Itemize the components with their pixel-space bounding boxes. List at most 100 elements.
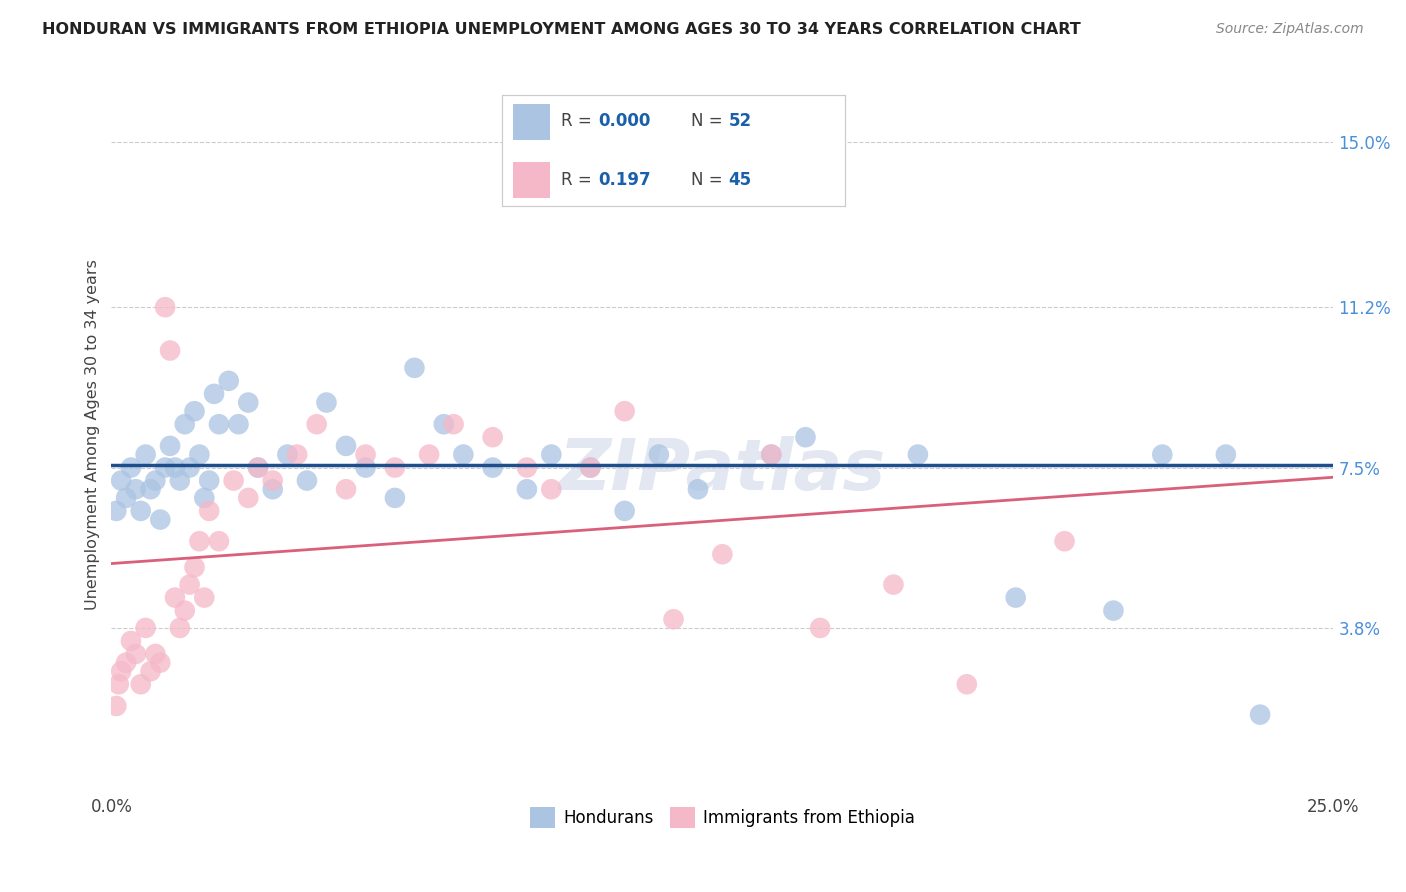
Point <box>179 460 201 475</box>
Point <box>453 448 475 462</box>
Point <box>481 430 503 444</box>
Point <box>295 474 318 488</box>
Point <box>808 621 831 635</box>
Point <box>179 577 201 591</box>
Point <box>135 621 157 635</box>
Point <box>404 360 426 375</box>
Point <box>262 482 284 496</box>
Point <box>107 677 129 691</box>
Point <box>285 448 308 462</box>
Point <box>135 448 157 462</box>
Point <box>125 647 148 661</box>
Point <box>1152 448 1174 462</box>
Point <box>208 534 231 549</box>
Point <box>882 577 904 591</box>
Point <box>105 504 128 518</box>
Point <box>125 482 148 496</box>
Point <box>1215 448 1237 462</box>
Point <box>222 474 245 488</box>
Point <box>443 417 465 432</box>
Point <box>238 395 260 409</box>
Point <box>208 417 231 432</box>
Point <box>110 665 132 679</box>
Point <box>183 560 205 574</box>
Point <box>761 448 783 462</box>
Point <box>149 656 172 670</box>
Point <box>1004 591 1026 605</box>
Point <box>1102 604 1125 618</box>
Point <box>169 474 191 488</box>
Text: Source: ZipAtlas.com: Source: ZipAtlas.com <box>1216 22 1364 37</box>
Point <box>305 417 328 432</box>
Point <box>159 343 181 358</box>
Y-axis label: Unemployment Among Ages 30 to 34 years: Unemployment Among Ages 30 to 34 years <box>86 260 100 610</box>
Point <box>276 448 298 462</box>
Text: HONDURAN VS IMMIGRANTS FROM ETHIOPIA UNEMPLOYMENT AMONG AGES 30 TO 34 YEARS CORR: HONDURAN VS IMMIGRANTS FROM ETHIOPIA UNE… <box>42 22 1081 37</box>
Point <box>794 430 817 444</box>
Point <box>686 482 709 496</box>
Point <box>956 677 979 691</box>
Point <box>516 482 538 496</box>
Point <box>247 460 270 475</box>
Point <box>384 460 406 475</box>
Point <box>315 395 337 409</box>
Point <box>579 460 602 475</box>
Point <box>153 300 176 314</box>
Point <box>202 387 225 401</box>
Point <box>354 460 377 475</box>
Point <box>129 677 152 691</box>
Point <box>761 448 783 462</box>
Point <box>139 665 162 679</box>
Point <box>120 460 142 475</box>
Point <box>613 404 636 418</box>
Point <box>193 491 215 505</box>
Point <box>540 482 562 496</box>
Point <box>540 448 562 462</box>
Point <box>198 474 221 488</box>
Point <box>481 460 503 475</box>
Point <box>247 460 270 475</box>
Point <box>129 504 152 518</box>
Point <box>711 547 734 561</box>
Point <box>262 474 284 488</box>
Point <box>228 417 250 432</box>
Point <box>169 621 191 635</box>
Point <box>173 417 195 432</box>
Point <box>907 448 929 462</box>
Point <box>579 460 602 475</box>
Point <box>115 656 138 670</box>
Point <box>139 482 162 496</box>
Point <box>335 482 357 496</box>
Point <box>662 612 685 626</box>
Point <box>145 647 167 661</box>
Point <box>516 460 538 475</box>
Text: ZIPatlas: ZIPatlas <box>558 436 886 505</box>
Point <box>354 448 377 462</box>
Point <box>149 512 172 526</box>
Point <box>110 474 132 488</box>
Point <box>1053 534 1076 549</box>
Point <box>188 448 211 462</box>
Point <box>433 417 456 432</box>
Point <box>238 491 260 505</box>
Point <box>193 591 215 605</box>
Point <box>120 634 142 648</box>
Point <box>153 460 176 475</box>
Point <box>115 491 138 505</box>
Point <box>188 534 211 549</box>
Point <box>163 591 186 605</box>
Point <box>218 374 240 388</box>
Point <box>824 178 846 193</box>
Legend: Hondurans, Immigrants from Ethiopia: Hondurans, Immigrants from Ethiopia <box>523 801 922 834</box>
Point <box>159 439 181 453</box>
Point <box>198 504 221 518</box>
Point <box>384 491 406 505</box>
Point <box>145 474 167 488</box>
Point <box>648 448 671 462</box>
Point <box>335 439 357 453</box>
Point <box>613 504 636 518</box>
Point <box>163 460 186 475</box>
Point <box>105 698 128 713</box>
Point <box>1249 707 1271 722</box>
Point <box>173 604 195 618</box>
